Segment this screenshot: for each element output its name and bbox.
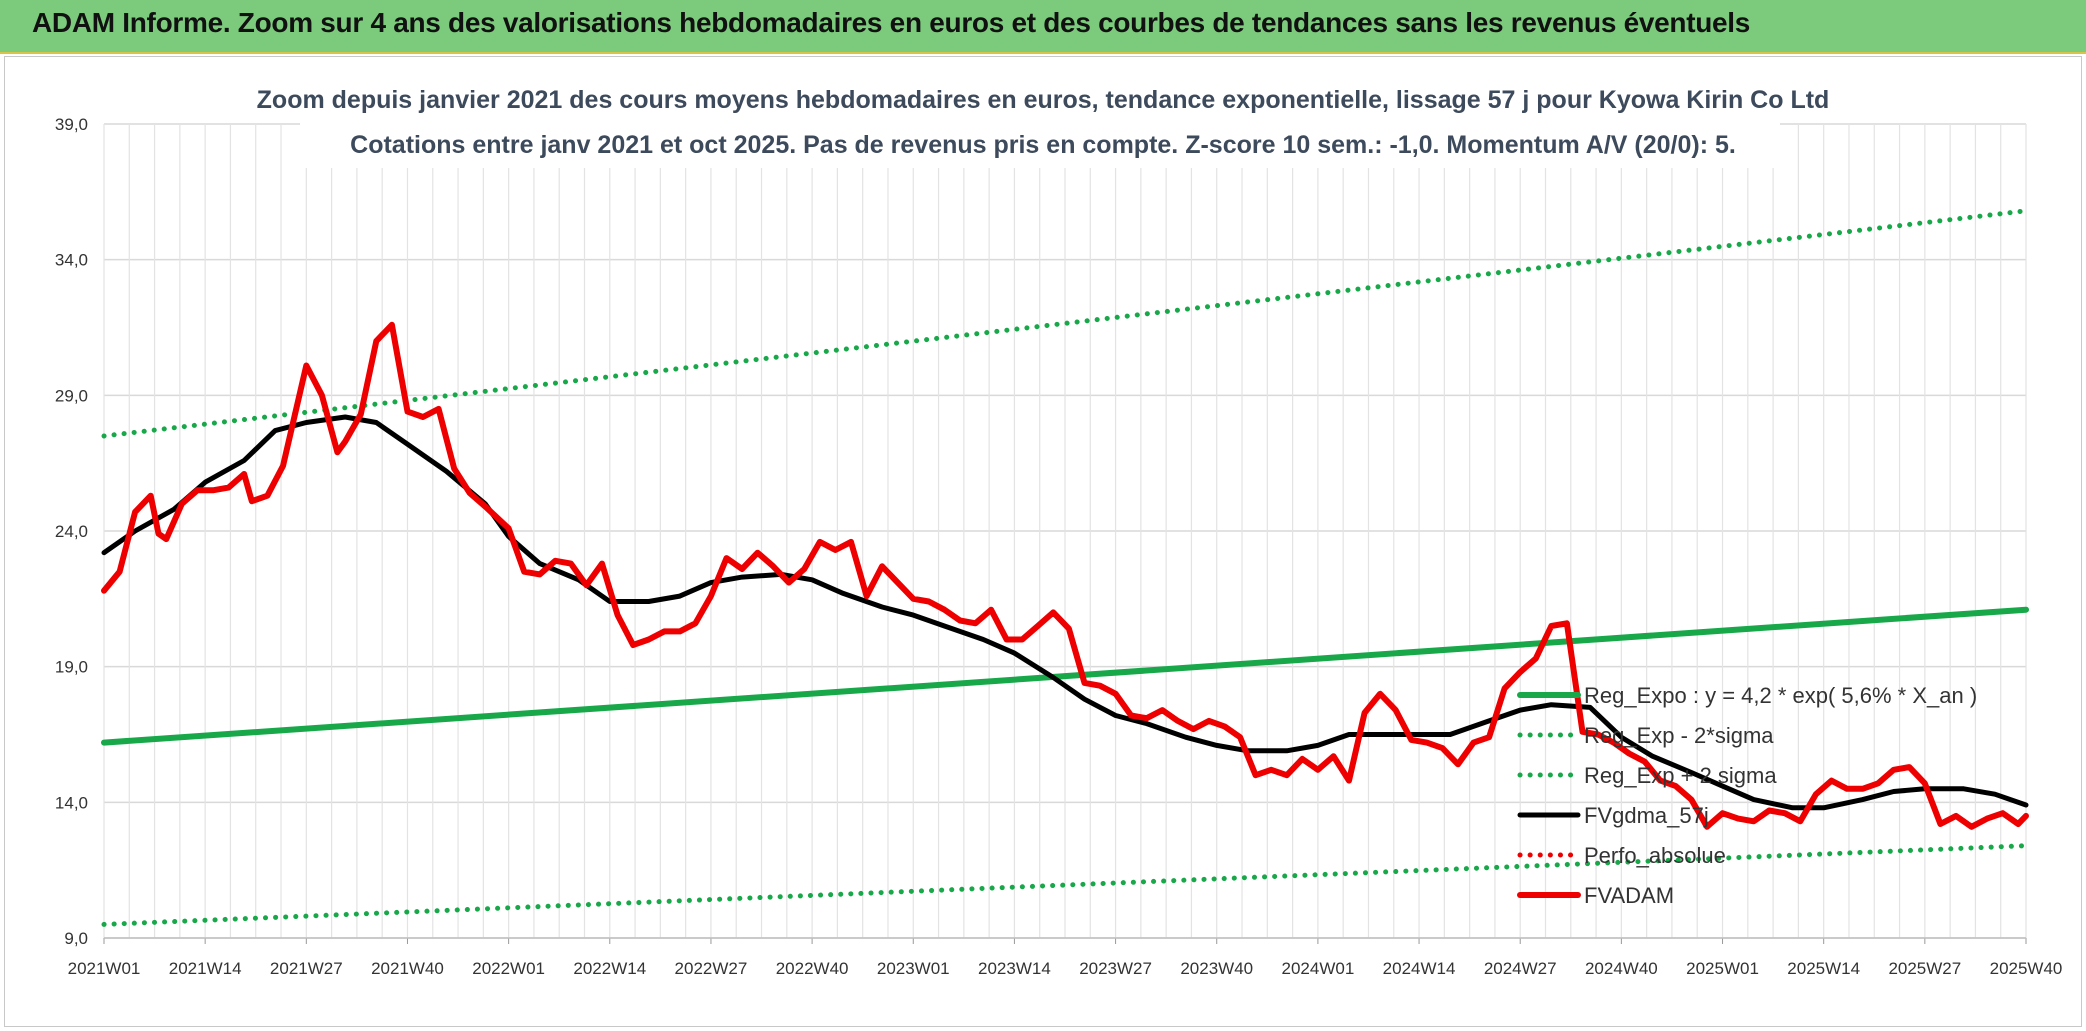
x-tick-label: 2021W14 bbox=[169, 959, 242, 978]
x-tick-label: 2021W01 bbox=[68, 959, 141, 978]
report-banner: ADAM Informe. Zoom sur 4 ans des valoris… bbox=[0, 0, 2086, 54]
x-tick-label: 2025W01 bbox=[1686, 959, 1759, 978]
x-tick-label: 2024W27 bbox=[1484, 959, 1557, 978]
chart-frame bbox=[4, 56, 2082, 1027]
y-tick-label: 34,0 bbox=[55, 251, 88, 270]
legend-label: Reg_Exp - 2*sigma bbox=[1584, 723, 1774, 748]
report-title: ADAM Informe. Zoom sur 4 ans des valoris… bbox=[32, 7, 1751, 38]
x-tick-label: 2021W27 bbox=[270, 959, 343, 978]
series-line bbox=[101, 606, 2029, 746]
x-tick-label: 2022W40 bbox=[776, 959, 849, 978]
x-tick-label: 2023W40 bbox=[1180, 959, 1253, 978]
series-layer bbox=[101, 208, 2029, 927]
x-tick-label: 2021W40 bbox=[371, 959, 444, 978]
legend-label: Reg_Expo : y = 4,2 * exp( 5,6% * X_an ) bbox=[1584, 683, 1977, 708]
y-tick-label: 24,0 bbox=[55, 522, 88, 541]
x-tick-label: 2023W27 bbox=[1079, 959, 1152, 978]
x-tick-label: 2022W14 bbox=[573, 959, 646, 978]
legend-label: FVgdma_57j bbox=[1584, 803, 1709, 828]
x-tick-label: 2025W40 bbox=[1990, 959, 2063, 978]
series-line bbox=[101, 208, 2029, 439]
chart-subtitle: Cotations entre janv 2021 et oct 2025. P… bbox=[350, 131, 1736, 159]
y-tick-label: 19,0 bbox=[55, 658, 88, 677]
y-tick-label: 29,0 bbox=[55, 386, 88, 405]
y-tick-label: 9,0 bbox=[64, 929, 88, 948]
x-tick-label: 2023W14 bbox=[978, 959, 1051, 978]
legend-label: FVADAM bbox=[1584, 883, 1674, 908]
x-tick-label: 2022W01 bbox=[472, 959, 545, 978]
series-line bbox=[101, 414, 2029, 811]
x-tick-label: 2022W27 bbox=[675, 959, 748, 978]
series-line bbox=[101, 321, 2029, 830]
x-tick-label: 2024W14 bbox=[1383, 959, 1456, 978]
series-line bbox=[101, 843, 2029, 927]
x-tick-label: 2023W01 bbox=[877, 959, 950, 978]
x-tick-label: 2025W14 bbox=[1787, 959, 1860, 978]
x-tick-label: 2024W01 bbox=[1282, 959, 1355, 978]
chart-title: Zoom depuis janvier 2021 des cours moyen… bbox=[257, 86, 1830, 114]
legend-label: Reg_Exp + 2 sigma bbox=[1584, 763, 1777, 788]
legend: Reg_Expo : y = 4,2 * exp( 5,6% * X_an ) R… bbox=[1517, 683, 1977, 908]
y-tick-label: 39,0 bbox=[55, 115, 88, 134]
axes: 39,0 34,0 29,0 24,0 19,0 14,0 9,0 2021W01 2021W1… bbox=[55, 115, 2062, 978]
title-backdrop bbox=[300, 80, 1780, 168]
y-tick-label: 14,0 bbox=[55, 793, 88, 812]
x-tick-label: 2025W27 bbox=[1888, 959, 1961, 978]
x-tick-label: 2024W40 bbox=[1585, 959, 1658, 978]
legend-label: Perfo_absolue bbox=[1584, 843, 1726, 868]
